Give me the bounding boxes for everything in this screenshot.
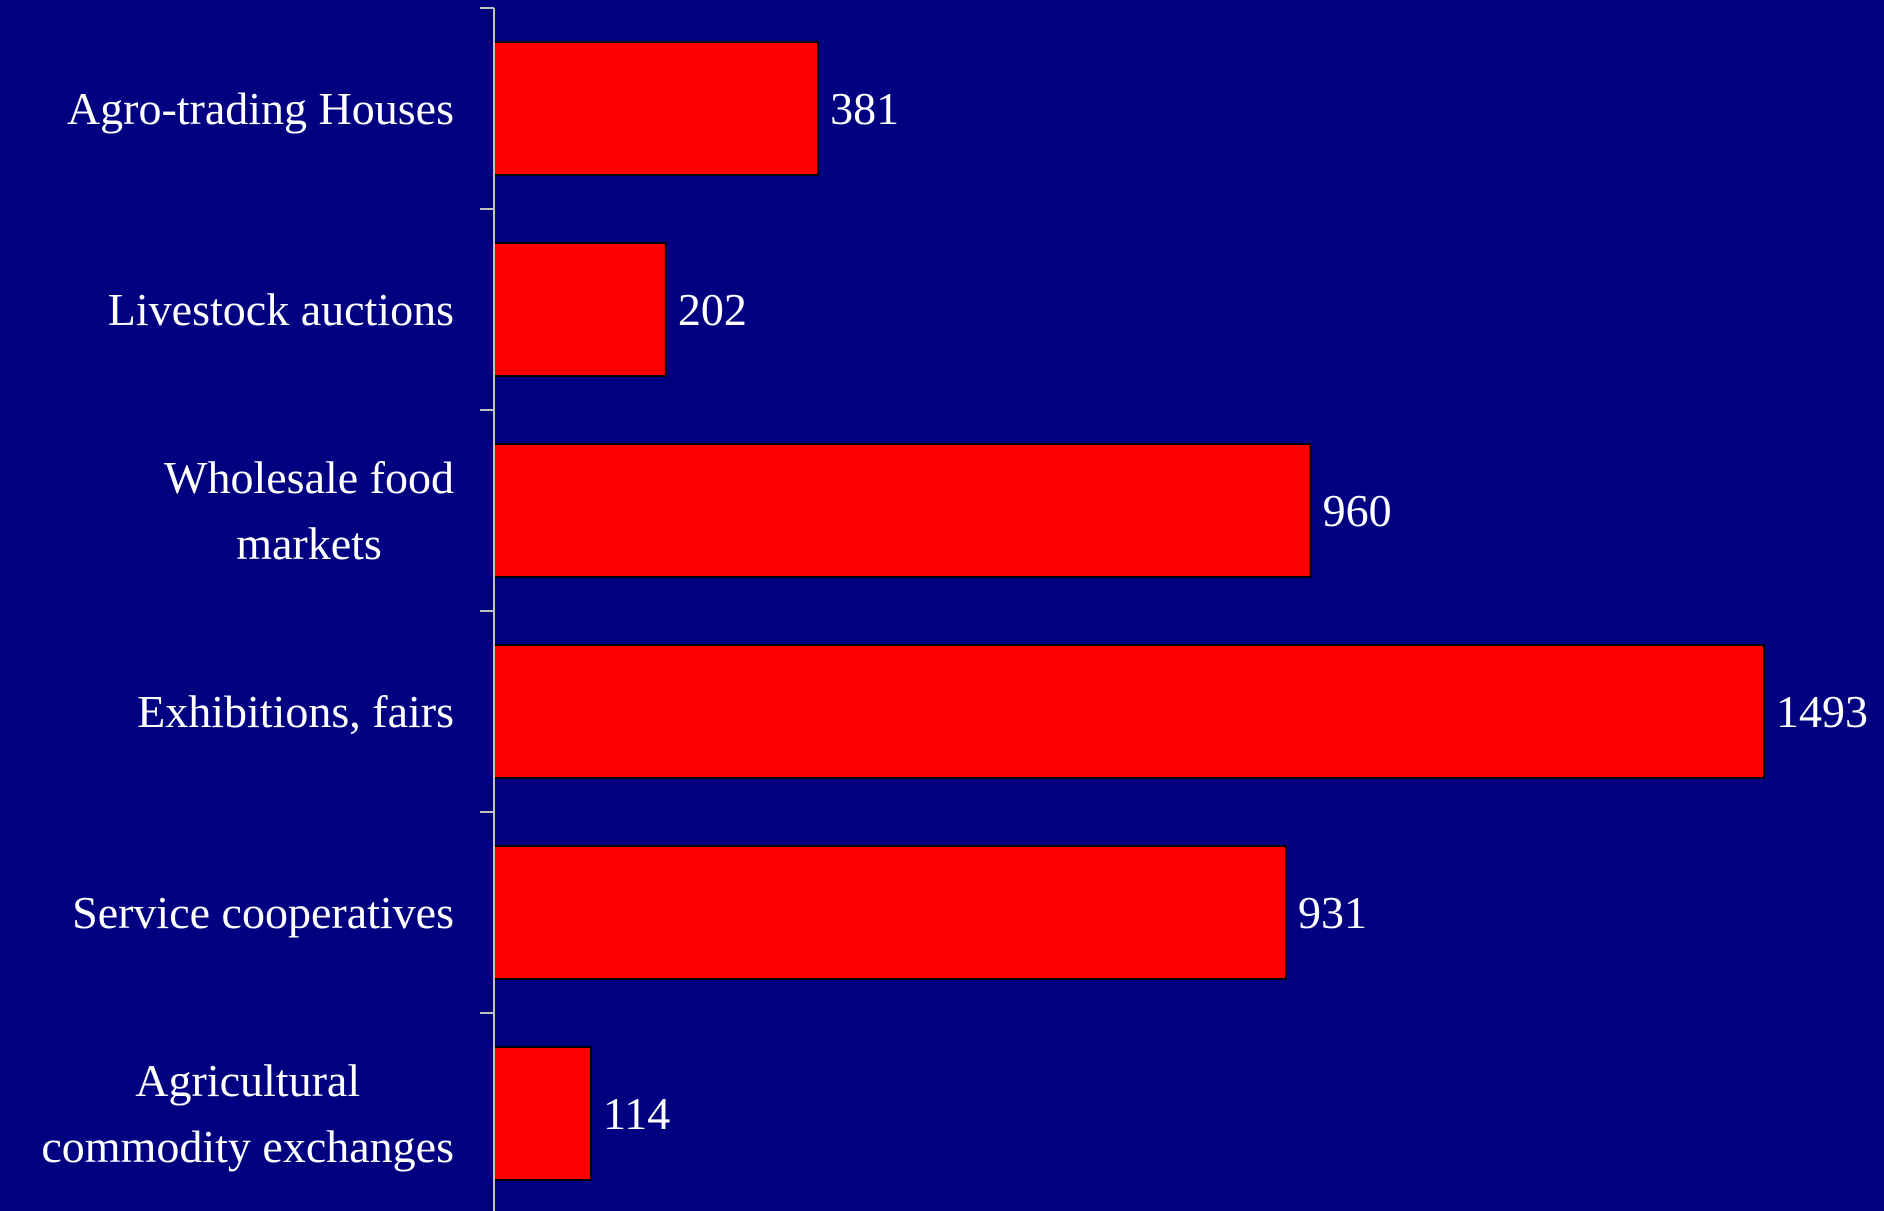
data-labels: 381 202 960 1493 931 114 [603,83,1868,1139]
data-label: 381 [830,83,899,134]
data-label: 931 [1298,887,1367,938]
category-label: Agro-trading Houses [67,83,454,134]
data-label: 114 [603,1088,670,1139]
category-axis [480,7,495,1211]
category-label-line: markets [236,518,382,569]
category-label-line: Wholesale food [164,452,454,503]
category-label-line: Exhibitions, fairs [137,686,454,737]
category-labels: Agro-trading Houses Livestock auctions Who… [41,83,454,1172]
category-label: Exhibitions, fairs [137,686,454,737]
category-label-line: commodity exchanges [41,1121,454,1172]
data-label: 202 [678,284,747,335]
bar [493,41,820,176]
bars-group [493,41,1765,1181]
category-label-line: Service cooperatives [72,887,454,938]
bar [493,242,667,377]
category-label: Wholesale food markets [164,452,454,569]
category-label: Service cooperatives [72,887,454,938]
category-label-line: Agro-trading Houses [67,83,454,134]
bar [493,644,1765,779]
bar [493,443,1312,578]
category-label-line: Livestock auctions [108,284,454,335]
bar [493,1046,592,1181]
data-label: 960 [1323,485,1392,536]
data-label: 1493 [1776,686,1868,737]
category-label: Agricultural commodity exchanges [41,1055,454,1172]
bar [493,845,1287,980]
category-label: Livestock auctions [108,284,454,335]
category-label-line: Agricultural [135,1055,360,1106]
